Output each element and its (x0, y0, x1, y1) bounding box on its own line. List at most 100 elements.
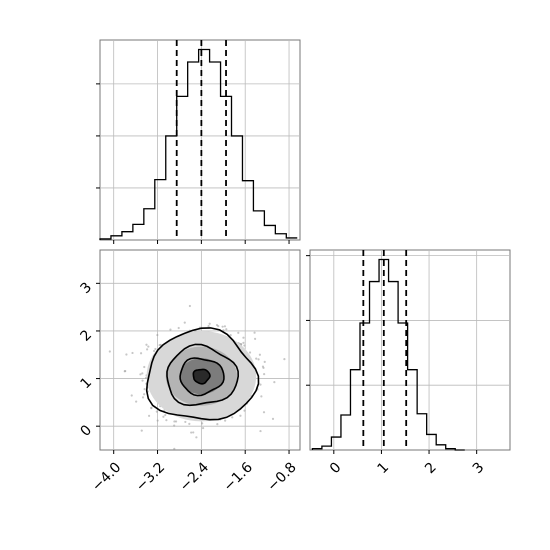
scatter-point (192, 431, 195, 434)
scatter-point (143, 393, 146, 396)
scatter-point (225, 328, 228, 331)
scatter-point (216, 423, 219, 426)
scatter-point (141, 379, 144, 382)
scatter-point (237, 331, 240, 334)
scatter-point (183, 321, 186, 324)
yhist-tick-label: 0 (327, 459, 345, 477)
hist-y-grid (310, 250, 510, 450)
x-tick-label: −2.4 (177, 459, 212, 494)
density-level (193, 369, 210, 384)
hist-y-quantiles (362, 250, 408, 450)
hist-x-quantiles (175, 40, 227, 240)
scatter-point (262, 366, 265, 370)
scatter-point (231, 416, 234, 419)
contour-line (145, 327, 260, 421)
scatter-point (255, 357, 258, 360)
hist-x-ticks (96, 83, 290, 244)
yhist-tick-labels: 0 1 2 3 (327, 459, 487, 477)
hist-y-frame (309, 249, 511, 451)
scatter-point (229, 334, 232, 337)
scatter-point (208, 322, 211, 325)
x-tick-label: −0.8 (264, 459, 299, 494)
scatter-point (141, 372, 144, 375)
scatter-point (164, 413, 167, 417)
scatter-point (259, 429, 262, 433)
scatter-point (271, 417, 275, 420)
scatter-ticks (96, 282, 290, 454)
scatter-point (158, 343, 161, 347)
contour-line (179, 357, 225, 397)
scatter-point (188, 422, 191, 425)
scatter-point (248, 351, 252, 354)
scatter-point (221, 325, 224, 328)
scatter-point (125, 353, 128, 356)
scatter-point (184, 420, 187, 424)
hist-y-ticks (306, 255, 478, 454)
x-tick-label: −3.2 (133, 459, 168, 494)
scatter-point (262, 411, 266, 414)
scatter-point (169, 328, 172, 331)
scatter-point (222, 329, 225, 332)
scatter-point (257, 358, 260, 361)
y-tick-label: 1 (78, 375, 96, 393)
hist-x-steps (99, 48, 298, 240)
scatter-point (108, 350, 111, 353)
scatter-point (195, 436, 198, 439)
hist-y-panel (306, 249, 511, 454)
contour-line (166, 343, 240, 407)
scatter-panel (96, 249, 301, 454)
scatter-point (173, 420, 176, 423)
scatter-point (140, 429, 143, 432)
scatter-point (253, 337, 257, 340)
scatter-point (177, 326, 180, 330)
scatter-point (165, 419, 168, 422)
y-tick-label: 3 (78, 279, 96, 297)
scatter-point (145, 343, 148, 346)
yhist-tick-label: 1 (375, 459, 393, 477)
y-tick-labels: 0 1 2 3 (78, 279, 96, 439)
scatter-point (207, 325, 210, 328)
scatter-point (173, 424, 176, 427)
x-tick-labels: −4.0 −3.2 −2.4 −1.6 −0.8 (89, 459, 300, 494)
scatter-point (242, 336, 245, 339)
scatter-point (174, 420, 178, 423)
scatter-point (152, 349, 156, 353)
scatter-point (243, 344, 246, 347)
scatter-point (263, 373, 266, 376)
scatter-point (154, 347, 157, 351)
yhist-tick-label: 3 (470, 459, 488, 477)
x-tick-label: −1.6 (221, 459, 256, 494)
scatter-point (123, 370, 126, 373)
scatter-point (188, 304, 191, 308)
scatter-point (173, 447, 176, 450)
scatter-point (273, 381, 276, 384)
scatter-point (147, 414, 151, 417)
scatter-point (139, 352, 143, 355)
scatter-point (201, 426, 205, 430)
scatter-point (190, 431, 193, 434)
scatter-point (131, 351, 134, 355)
scatter-point (242, 341, 245, 344)
scatter-point (155, 410, 158, 413)
scatter-point (146, 348, 149, 351)
scatter-point (258, 353, 261, 356)
scatter-point (217, 324, 220, 328)
scatter-point (130, 394, 133, 397)
scatter-point (260, 395, 263, 398)
scatter-point (283, 358, 286, 361)
scatter-point (139, 373, 142, 376)
scatter-point (143, 365, 146, 369)
scatter-point (253, 331, 256, 334)
hist-x-frame (99, 39, 301, 241)
scatter-point (141, 396, 145, 399)
scatter-point (143, 388, 146, 391)
scatter-point (156, 419, 159, 422)
hist-y-steps (311, 258, 465, 451)
scatter-point (239, 414, 242, 417)
scatter-point (201, 422, 204, 425)
scatter-point (156, 333, 159, 337)
scatter-contours (145, 327, 260, 421)
y-tick-label: 0 (78, 422, 96, 440)
scatter-point (162, 415, 165, 418)
